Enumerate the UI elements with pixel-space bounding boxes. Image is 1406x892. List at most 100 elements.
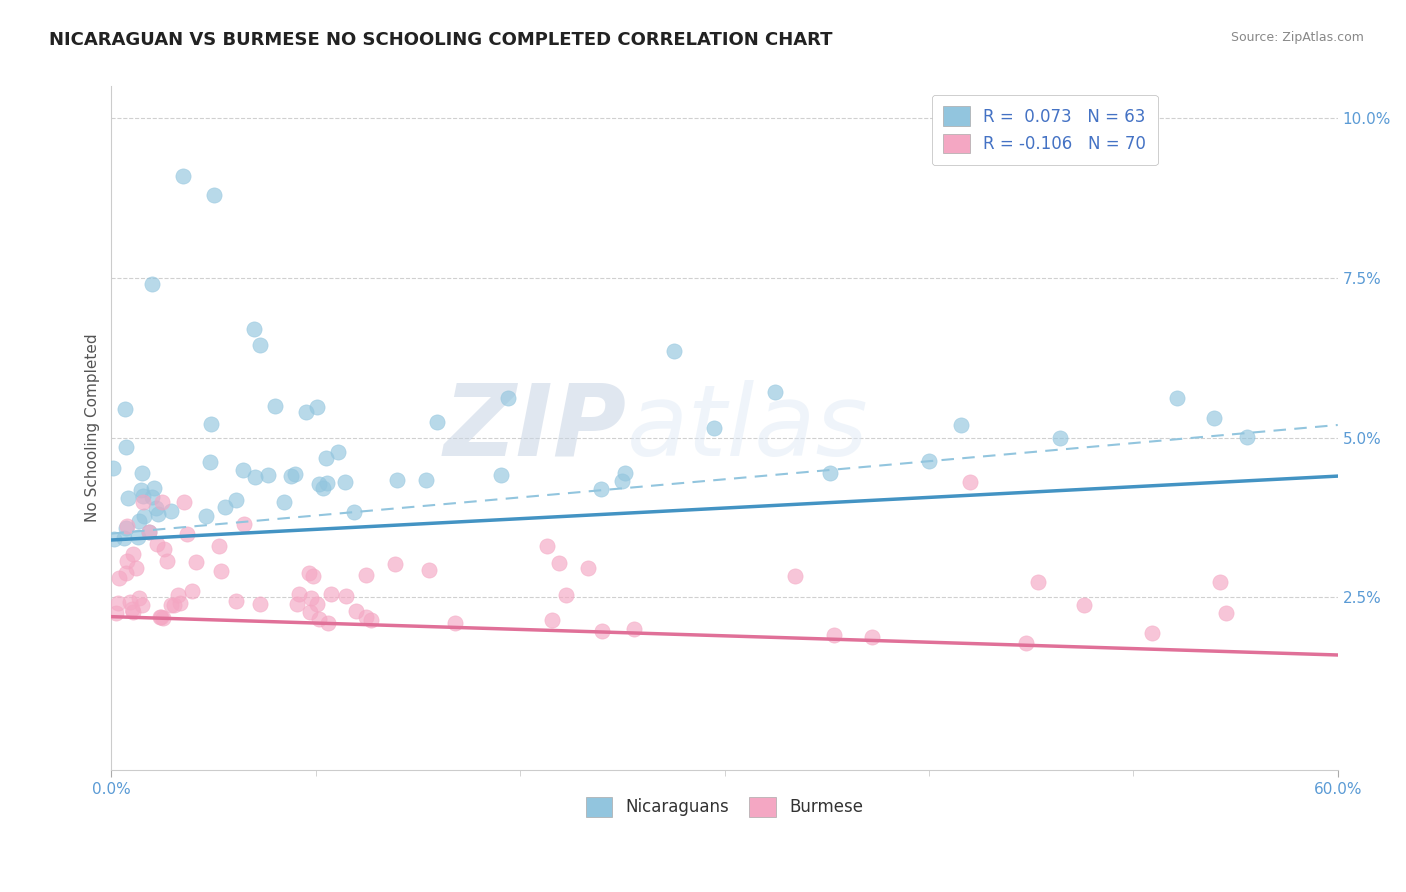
Point [138, 525, 160, 540]
Point [105, 606, 128, 620]
Point [149, 610, 172, 624]
Point [288, 587, 311, 601]
Point [243, 322, 266, 336]
Point [949, 418, 972, 433]
Point [360, 614, 382, 628]
Point [307, 400, 329, 414]
Point [326, 445, 349, 459]
Point [122, 548, 145, 562]
Point [132, 508, 155, 523]
Point [335, 589, 357, 603]
Point [163, 598, 186, 612]
Point [824, 628, 846, 642]
Point [444, 615, 467, 630]
Point [108, 571, 131, 585]
Point [128, 591, 150, 605]
Point [225, 594, 247, 608]
Point [536, 539, 558, 553]
Point [232, 516, 254, 531]
Point [316, 615, 339, 630]
Point [122, 605, 145, 619]
Point [125, 560, 148, 574]
Point [249, 337, 271, 351]
Point [860, 630, 883, 644]
Point [1015, 635, 1038, 649]
Point [232, 463, 254, 477]
Point [818, 467, 841, 481]
Text: NICARAGUAN VS BURMESE NO SCHOOLING COMPLETED CORRELATION CHART: NICARAGUAN VS BURMESE NO SCHOOLING COMPL… [49, 31, 832, 49]
Point [623, 622, 645, 636]
Point [114, 401, 136, 416]
Point [146, 507, 169, 521]
Point [132, 489, 155, 503]
Point [225, 492, 247, 507]
Point [284, 467, 307, 481]
Point [115, 566, 138, 581]
Point [214, 500, 236, 514]
Point [118, 595, 141, 609]
Point [612, 474, 634, 488]
Text: Source: ZipAtlas.com: Source: ZipAtlas.com [1230, 31, 1364, 45]
Point [256, 468, 278, 483]
Point [127, 530, 149, 544]
Point [418, 563, 440, 577]
Point [664, 344, 686, 359]
Point [703, 421, 725, 435]
Point [415, 473, 437, 487]
Point [150, 494, 173, 508]
Point [1049, 431, 1071, 445]
Legend: Nicaraguans, Burmese: Nicaraguans, Burmese [579, 790, 870, 823]
Point [208, 540, 231, 554]
Point [335, 475, 357, 490]
Point [103, 461, 125, 475]
Point [115, 554, 138, 568]
Point [138, 524, 160, 539]
Point [150, 609, 173, 624]
Point [1073, 598, 1095, 612]
Point [141, 490, 163, 504]
Point [273, 494, 295, 508]
Point [1204, 411, 1226, 425]
Point [385, 473, 408, 487]
Point [918, 454, 941, 468]
Point [195, 509, 218, 524]
Point [356, 610, 378, 624]
Point [555, 588, 578, 602]
Point [176, 526, 198, 541]
Point [143, 481, 166, 495]
Point [103, 532, 125, 546]
Point [249, 597, 271, 611]
Point [294, 405, 316, 419]
Point [152, 611, 174, 625]
Point [547, 556, 569, 570]
Point [308, 612, 330, 626]
Point [342, 505, 364, 519]
Point [209, 564, 232, 578]
Point [115, 519, 138, 533]
Point [107, 596, 129, 610]
Point [384, 557, 406, 571]
Point [112, 531, 135, 545]
Point [489, 467, 512, 482]
Point [302, 569, 325, 583]
Point [319, 587, 342, 601]
Point [1236, 430, 1258, 444]
Point [160, 598, 183, 612]
Point [202, 188, 225, 202]
Point [614, 467, 637, 481]
Point [589, 482, 612, 496]
Point [131, 466, 153, 480]
Point [763, 385, 786, 400]
Point [141, 277, 163, 292]
Point [121, 601, 143, 615]
Point [129, 483, 152, 497]
Point [160, 504, 183, 518]
Point [115, 521, 138, 535]
Point [308, 477, 330, 491]
Point [128, 514, 150, 528]
Point [354, 567, 377, 582]
Point [305, 597, 328, 611]
Point [576, 561, 599, 575]
Point [346, 604, 368, 618]
Y-axis label: No Schooling Completed: No Schooling Completed [86, 334, 100, 523]
